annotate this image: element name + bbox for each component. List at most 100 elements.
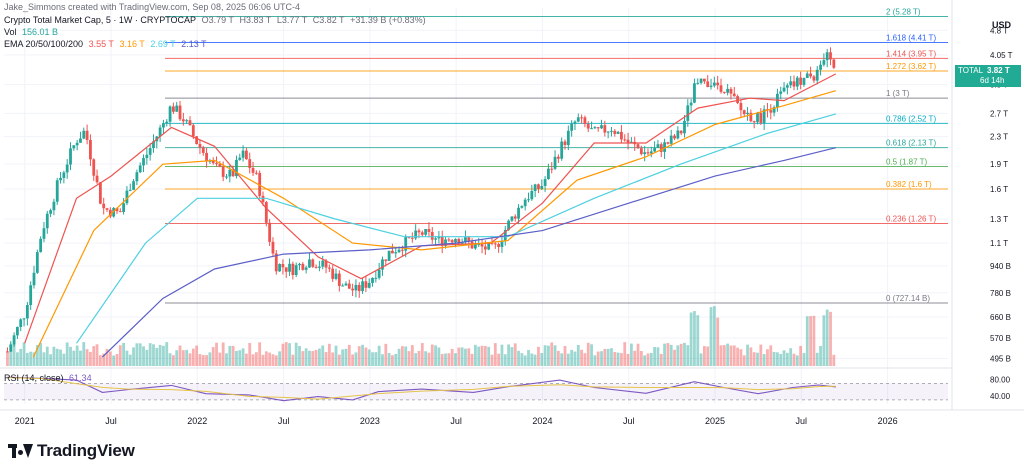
candle-body	[254, 172, 258, 174]
candle-body	[351, 288, 355, 291]
candle-body	[171, 106, 175, 112]
volume-bar	[181, 350, 185, 366]
candle-body	[736, 96, 739, 103]
ohlc-open: O3.79 T	[201, 15, 234, 25]
candle-body	[689, 102, 693, 106]
y-tick-label: 1.1 T	[990, 239, 1008, 248]
volume-bar	[347, 344, 351, 366]
candle-body	[467, 237, 471, 242]
volume-bar	[397, 348, 401, 366]
candle-body	[377, 269, 381, 278]
volume-bar	[829, 311, 832, 366]
candle-body	[308, 259, 311, 268]
candle-body	[739, 102, 743, 111]
volume-bar	[772, 351, 776, 366]
volume-bar	[427, 352, 431, 366]
candle-body	[563, 141, 567, 145]
volume-bar	[171, 355, 175, 366]
candle-body	[108, 209, 112, 217]
volume-bar	[62, 353, 66, 366]
candle-body	[371, 277, 374, 283]
candle-body	[45, 213, 49, 229]
candle-body	[410, 237, 414, 239]
volume-bar	[736, 347, 739, 366]
volume-bar	[533, 354, 537, 366]
volume-bar	[666, 343, 670, 366]
candle-body	[527, 199, 530, 201]
volume-bar	[311, 351, 315, 366]
candle-body	[762, 109, 766, 123]
fib-level-label: 1.272 (3.62 T)	[886, 62, 936, 71]
volume-bar	[537, 346, 540, 366]
volume-bar	[447, 353, 451, 366]
candle-body	[16, 326, 19, 336]
candle-body	[636, 144, 640, 149]
candle-body	[341, 285, 345, 287]
volume-bar	[35, 345, 39, 366]
volume-bar	[318, 348, 321, 366]
candle-body	[749, 112, 753, 122]
candle-body	[284, 267, 288, 272]
candle-body	[52, 201, 56, 211]
volume-bar	[138, 343, 142, 366]
volume-bar	[6, 352, 9, 366]
volume-bar	[623, 342, 627, 366]
x-tick-label: Jul	[278, 416, 290, 426]
volume-bar	[254, 352, 258, 366]
volume-bar	[105, 348, 109, 366]
candle-body	[646, 152, 650, 154]
current-price-tag: TOTAL 3.82 T 6d 14h	[955, 65, 1021, 87]
candle-body	[756, 112, 759, 123]
y-tick-label: 1.6 T	[990, 185, 1008, 194]
candle-body	[430, 231, 434, 240]
rsi-ma-line	[7, 377, 836, 400]
volume-bar	[384, 343, 388, 366]
volume-bar	[629, 343, 633, 366]
volume-bar	[683, 342, 686, 366]
candle-body	[175, 105, 179, 112]
candle-body	[158, 127, 162, 137]
candle-body	[553, 156, 557, 169]
volume-bar	[85, 349, 89, 366]
ema-legend[interactable]: EMA 20/50/100/200 3.55 T 3.16 T 2.69 T 2…	[4, 38, 210, 50]
candle-body	[620, 131, 623, 140]
candle-body	[98, 182, 102, 204]
tradingview-logo[interactable]: TradingView	[8, 440, 135, 462]
volume-bar	[822, 315, 826, 366]
volume-bar	[639, 351, 643, 366]
volume-bar	[782, 350, 786, 366]
candle-body	[354, 284, 358, 291]
candle-body	[785, 85, 789, 88]
volume-bar	[168, 353, 172, 366]
volume-bar	[553, 345, 557, 366]
candle-body	[135, 172, 139, 182]
volume-bar	[125, 350, 129, 366]
candle-body	[440, 236, 444, 246]
candle-body	[556, 156, 560, 159]
candle-body	[25, 305, 29, 319]
currency-label[interactable]: USD	[992, 20, 1012, 30]
x-tick-label: 2022	[187, 416, 207, 426]
candle-body	[248, 159, 252, 168]
x-tick-label: 2021	[15, 416, 35, 426]
candle-body	[235, 159, 238, 177]
volume-bar	[440, 353, 444, 366]
volume-bar	[487, 346, 491, 366]
volume-bar	[304, 348, 308, 366]
candle-body	[367, 282, 371, 288]
volume-bar	[188, 353, 192, 366]
volume-legend[interactable]: Vol 156.01 B	[4, 26, 61, 38]
volume-bar	[507, 344, 510, 366]
volume-bar	[600, 351, 603, 366]
candle-body	[288, 263, 291, 272]
volume-bar	[766, 349, 769, 366]
volume-bar	[291, 354, 295, 366]
volume-bar	[241, 348, 245, 366]
volume-bar	[251, 354, 255, 366]
volume-bar	[636, 343, 640, 366]
ema100-line	[76, 113, 836, 344]
candle-body	[629, 141, 633, 143]
volume-bar	[25, 352, 29, 366]
rsi-legend[interactable]: RSI (14, close) 61.34	[4, 372, 95, 384]
